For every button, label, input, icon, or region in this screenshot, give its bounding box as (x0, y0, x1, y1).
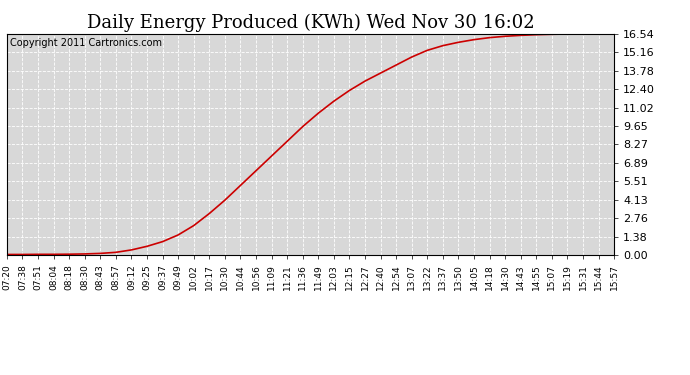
Text: Copyright 2011 Cartronics.com: Copyright 2011 Cartronics.com (10, 38, 162, 48)
Title: Daily Energy Produced (KWh) Wed Nov 30 16:02: Daily Energy Produced (KWh) Wed Nov 30 1… (87, 14, 534, 32)
